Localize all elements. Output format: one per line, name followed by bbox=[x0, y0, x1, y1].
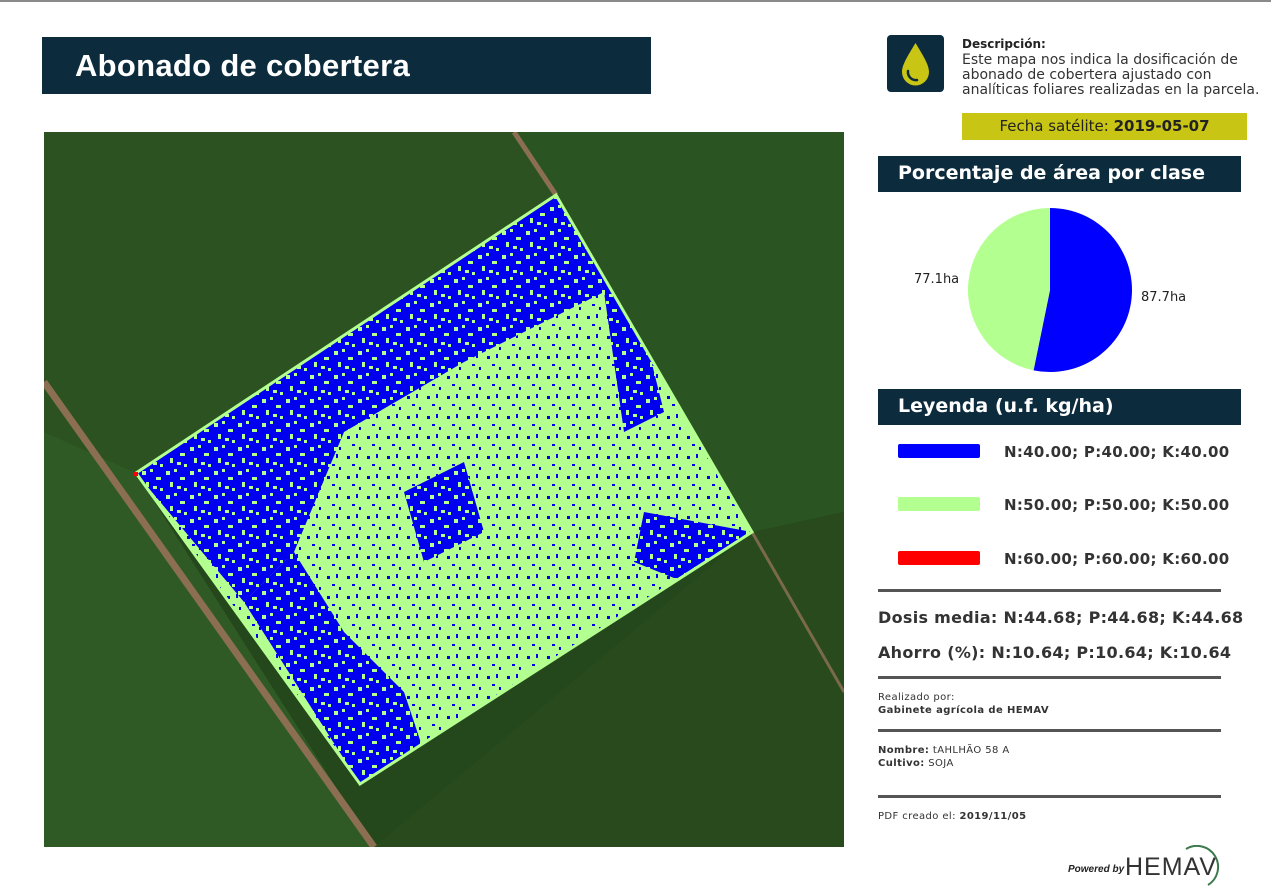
legend-label-blue: N:40.00; P:40.00; K:40.00 bbox=[1004, 443, 1230, 461]
field-southwest bbox=[44, 432, 374, 847]
divider bbox=[878, 729, 1221, 732]
area-section-header: Porcentaje de área por clase bbox=[878, 156, 1241, 192]
satellite-date-label: Fecha satélite: bbox=[999, 117, 1114, 135]
area-pie-chart bbox=[968, 208, 1132, 372]
dosage-field bbox=[136, 195, 752, 784]
road-southwest bbox=[44, 379, 377, 847]
credits-value: Gabinete agrícola de HEMAV bbox=[878, 705, 1049, 716]
legend-section-title: Leyenda (u.f. kg/ha) bbox=[898, 395, 1114, 417]
field-outline bbox=[133, 192, 755, 787]
field-east bbox=[514, 132, 844, 532]
svg-text:Powered by: Powered by bbox=[1068, 864, 1125, 875]
top-rule bbox=[0, 0, 1271, 2]
pie-slice-1 bbox=[968, 208, 1050, 371]
legend-section-header: Leyenda (u.f. kg/ha) bbox=[878, 389, 1241, 425]
class-blue-area-corner bbox=[634, 512, 752, 582]
parcel-name: Nombre: tAHLHÃO 58 A bbox=[878, 745, 1010, 756]
average-dose: Dosis media: N:44.68; P:44.68; K:44.68 bbox=[878, 608, 1244, 627]
legend-swatch-blue bbox=[898, 444, 980, 458]
svg-text:HEMAV: HEMAV bbox=[1125, 853, 1217, 881]
class-red-area bbox=[134, 472, 138, 476]
description-text: Este mapa nos indica la dosificación de … bbox=[962, 52, 1260, 98]
legend-label-green: N:50.00; P:50.00; K:50.00 bbox=[1004, 496, 1230, 514]
description-label: Descripción: bbox=[962, 37, 1046, 51]
legend-swatch-green bbox=[898, 497, 980, 511]
satellite-map[interactable] bbox=[44, 132, 844, 847]
pie-label-blue: 87.7ha bbox=[1141, 290, 1187, 305]
legend-swatch-red bbox=[898, 551, 980, 565]
credits-label: Realizado por: bbox=[878, 692, 955, 703]
field-southeast bbox=[374, 512, 844, 847]
road-north bbox=[511, 132, 559, 197]
hemav-logo: Powered by HEMAV bbox=[1068, 844, 1228, 891]
class-blue-area-center bbox=[404, 462, 484, 562]
area-section-title: Porcentaje de área por clase bbox=[898, 162, 1205, 184]
divider bbox=[878, 589, 1221, 592]
pie-slice-0 bbox=[1033, 208, 1132, 372]
title-bar: Abonado de cobertera bbox=[42, 37, 651, 94]
pdf-date: PDF creado el: 2019/11/05 bbox=[878, 811, 1027, 822]
parcel-crop: Cultivo: SOJA bbox=[878, 758, 954, 769]
pie-label-green: 77.1ha bbox=[914, 272, 960, 287]
field-north bbox=[44, 132, 556, 473]
savings: Ahorro (%): N:10.64; P:10.64; K:10.64 bbox=[878, 643, 1232, 662]
page-title: Abonado de cobertera bbox=[75, 48, 410, 83]
divider bbox=[878, 676, 1221, 679]
class-blue-area-south bbox=[244, 552, 424, 784]
class-blue-area-north bbox=[136, 195, 604, 602]
drop-icon bbox=[887, 35, 944, 92]
divider bbox=[878, 795, 1221, 798]
satellite-date: 2019-05-07 bbox=[1113, 117, 1210, 135]
satellite-date-badge: Fecha satélite: 2019-05-07 bbox=[962, 113, 1247, 140]
class-blue-area-east bbox=[556, 195, 664, 432]
road-east bbox=[750, 531, 844, 693]
legend-label-red: N:60.00; P:60.00; K:60.00 bbox=[1004, 550, 1230, 568]
